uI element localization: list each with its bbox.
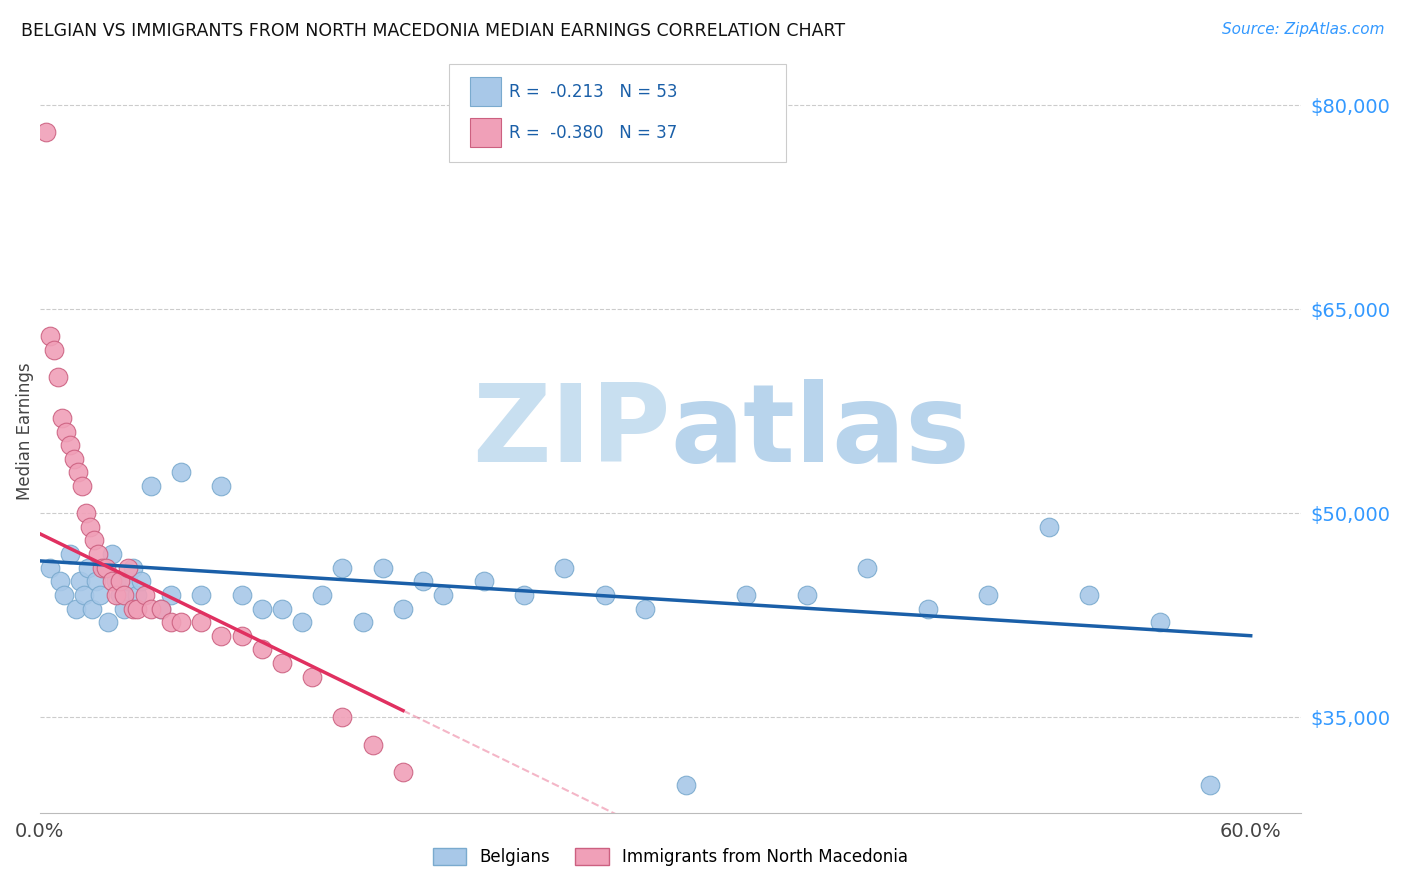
Point [332,560,354,574]
Point [139,601,162,615]
Point [105,588,128,602]
Point [250,642,273,657]
Point [117,560,139,574]
Point [170,466,193,480]
Point [110,574,132,589]
Point [38,329,60,343]
Point [69,574,91,589]
Point [160,615,183,629]
Point [472,574,495,589]
Point [301,669,323,683]
Point [93,560,115,574]
Point [352,615,374,629]
Point [675,778,697,792]
Point [1199,778,1222,792]
Point [84,574,107,589]
Point [432,588,454,602]
Point [250,601,273,615]
Y-axis label: Median Earnings: Median Earnings [15,363,34,500]
Point [209,629,232,643]
Text: atlas: atlas [671,378,970,484]
Point [977,588,1000,602]
Point [149,601,172,615]
Point [129,574,152,589]
Point [73,588,96,602]
Point [291,615,314,629]
Point [38,560,60,574]
Point [332,710,354,724]
Point [87,547,110,561]
Point [75,506,97,520]
Point [114,601,136,615]
Point [96,560,118,574]
Point [114,588,136,602]
Point [553,560,575,574]
Point [35,125,58,139]
Point [52,588,75,602]
Text: R =  -0.380   N = 37: R = -0.380 N = 37 [509,124,678,142]
Point [125,588,148,602]
Point [392,601,415,615]
Point [121,560,143,574]
Point [101,547,124,561]
Point [63,451,86,466]
Point [231,588,253,602]
Point [735,588,758,602]
Point [121,601,143,615]
Point [796,588,818,602]
Point [361,738,384,752]
Point [149,601,172,615]
Point [65,601,87,615]
Point [139,479,162,493]
Point [97,615,120,629]
Point [371,560,394,574]
Point [134,588,156,602]
Point [59,547,82,561]
Point [82,601,104,615]
Point [190,588,212,602]
Point [46,370,69,384]
Point [125,601,148,615]
Text: BELGIAN VS IMMIGRANTS FROM NORTH MACEDONIA MEDIAN EARNINGS CORRELATION CHART: BELGIAN VS IMMIGRANTS FROM NORTH MACEDON… [21,22,845,40]
Point [270,601,292,615]
Point [1038,520,1060,534]
Point [209,479,232,493]
Legend: Belgians, Immigrants from North Macedonia: Belgians, Immigrants from North Macedoni… [426,841,915,873]
Point [1078,588,1101,602]
Point [79,520,101,534]
Point [634,601,657,615]
Point [117,574,139,589]
Point [101,574,124,589]
Point [42,343,65,357]
Point [513,588,536,602]
Text: Source: ZipAtlas.com: Source: ZipAtlas.com [1222,22,1385,37]
Point [49,574,72,589]
Point [170,615,193,629]
Point [110,588,132,602]
Text: R =  -0.213   N = 53: R = -0.213 N = 53 [509,83,678,101]
Point [412,574,434,589]
Point [70,479,93,493]
Point [59,438,82,452]
Point [190,615,212,629]
Point [83,533,105,548]
Point [231,629,253,643]
Point [593,588,616,602]
Point [270,656,292,670]
Point [856,560,879,574]
Point [55,425,77,439]
Point [160,588,183,602]
Point [67,466,90,480]
Point [89,588,111,602]
Text: ZIP: ZIP [472,378,671,484]
Point [311,588,333,602]
Point [91,560,114,574]
Point [51,411,73,425]
Point [392,764,415,779]
Point [77,560,100,574]
Point [105,574,128,589]
Point [1149,615,1171,629]
Point [917,601,939,615]
